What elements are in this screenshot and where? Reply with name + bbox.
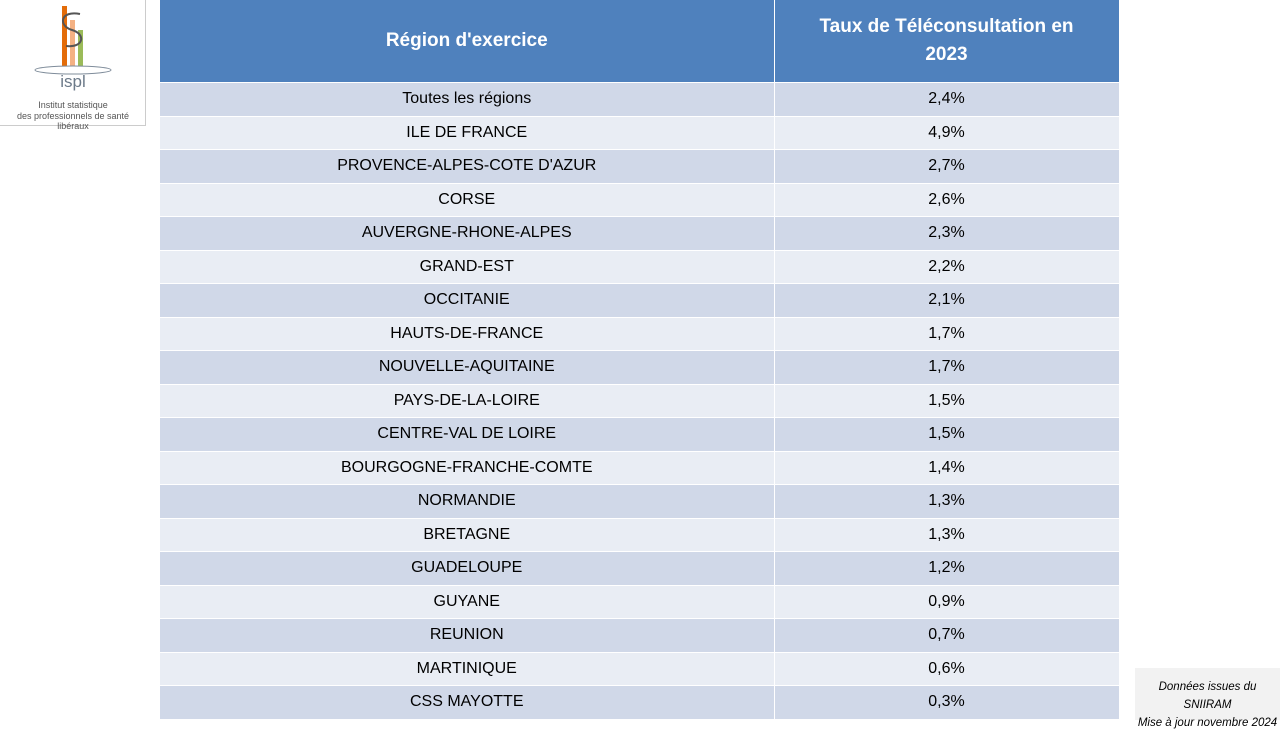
logo-brand: ispl <box>60 72 86 91</box>
table-row: REUNION 0,7% <box>160 618 1120 652</box>
rate-cell: 0,3% <box>774 685 1120 719</box>
region-cell: MARTINIQUE <box>160 651 775 686</box>
table-head: Région d'exercice Taux de Téléconsultati… <box>160 0 1120 83</box>
region-cell: CORSE <box>160 182 775 217</box>
data-table: Région d'exercice Taux de Téléconsultati… <box>160 0 1120 719</box>
table-row: NOUVELLE-AQUITAINE 1,7% <box>160 350 1120 384</box>
table-row: HAUTS-DE-FRANCE 1,7% <box>160 316 1120 351</box>
region-cell: PROVENCE-ALPES-COTE D'AZUR <box>160 149 775 183</box>
note-line: Données issues du SNIIRAM <box>1158 681 1257 711</box>
rate-cell: 2,3% <box>774 216 1120 250</box>
table-row: PAYS-DE-LA-LOIRE 1,5% <box>160 383 1120 418</box>
table-row: Toutes les régions 2,4% <box>160 82 1120 116</box>
region-cell: CSS MAYOTTE <box>160 685 775 719</box>
region-cell: GRAND-EST <box>160 249 775 284</box>
rate-cell: 2,4% <box>774 82 1120 116</box>
table-row: BRETAGNE 1,3% <box>160 517 1120 552</box>
table-row: CENTRE-VAL DE LOIRE 1,5% <box>160 417 1120 451</box>
rate-cell: 1,7% <box>774 350 1120 384</box>
table-row: PROVENCE-ALPES-COTE D'AZUR 2,7% <box>160 149 1120 183</box>
rate-cell: 1,7% <box>774 316 1120 351</box>
rate-cell: 1,5% <box>774 383 1120 418</box>
region-cell: NORMANDIE <box>160 484 775 518</box>
rate-cell: 1,2% <box>774 551 1120 585</box>
table-row: CSS MAYOTTE 0,3% <box>160 685 1120 719</box>
region-cell: GUYANE <box>160 584 775 619</box>
logo-bar <box>78 30 83 66</box>
region-cell: BOURGOGNE-FRANCHE-COMTE <box>160 450 775 485</box>
header-row: Région d'exercice Taux de Téléconsultati… <box>160 0 1120 83</box>
table-row: AUVERGNE-RHONE-ALPES 2,3% <box>160 216 1120 250</box>
rate-cell: 1,4% <box>774 450 1120 485</box>
region-cell: OCCITANIE <box>160 283 775 317</box>
table-row: BOURGOGNE-FRANCHE-COMTE 1,4% <box>160 450 1120 485</box>
rate-cell: 4,9% <box>774 115 1120 150</box>
logo: ispl Institut statistique des profession… <box>0 0 146 131</box>
logo-bar <box>70 20 75 66</box>
rate-cell: 2,7% <box>774 149 1120 183</box>
table-row: GUADELOUPE 1,2% <box>160 551 1120 585</box>
region-cell: REUNION <box>160 618 775 652</box>
header-cell: Taux de Téléconsultation en 2023 <box>774 0 1120 83</box>
rate-cell: 0,7% <box>774 618 1120 652</box>
table-row: GUYANE 0,9% <box>160 584 1120 619</box>
region-cell: ILE DE FRANCE <box>160 115 775 150</box>
region-cell: GUADELOUPE <box>160 551 775 585</box>
region-cell: BRETAGNE <box>160 517 775 552</box>
rate-cell: 2,2% <box>774 249 1120 284</box>
table-row: CORSE 2,6% <box>160 182 1120 217</box>
logo-line: Institut statistique <box>38 100 108 110</box>
region-cell: PAYS-DE-LA-LOIRE <box>160 383 775 418</box>
rate-cell: 0,9% <box>774 584 1120 619</box>
rate-cell: 2,6% <box>774 182 1120 217</box>
table-row: NORMANDIE 1,3% <box>160 484 1120 518</box>
note-line: Mise à jour novembre 2024 <box>1137 717 1278 729</box>
region-cell: CENTRE-VAL DE LOIRE <box>160 417 775 451</box>
rate-cell: 1,5% <box>774 417 1120 451</box>
logo-ring <box>34 65 112 75</box>
header-cell: Région d'exercice <box>160 0 775 83</box>
region-cell: NOUVELLE-AQUITAINE <box>160 350 775 384</box>
table-row: MARTINIQUE 0,6% <box>160 651 1120 686</box>
region-cell: Toutes les régions <box>160 82 775 116</box>
logo-line: des professionnels de santé libéraux <box>16 111 130 131</box>
logo-mark <box>34 6 112 75</box>
source-note: Données issues du SNIIRAM Mise à jour no… <box>1135 668 1280 729</box>
region-cell: HAUTS-DE-FRANCE <box>160 316 775 351</box>
rate-cell: 1,3% <box>774 484 1120 518</box>
rate-cell: 0,6% <box>774 651 1120 686</box>
logo-bar <box>62 6 67 66</box>
table-row: GRAND-EST 2,2% <box>160 249 1120 284</box>
rate-cell: 1,3% <box>774 517 1120 552</box>
table-row: OCCITANIE 2,1% <box>160 283 1120 317</box>
logo-snake <box>62 12 82 48</box>
region-cell: AUVERGNE-RHONE-ALPES <box>160 216 775 250</box>
table-row: ILE DE FRANCE 4,9% <box>160 115 1120 150</box>
rate-cell: 2,1% <box>774 283 1120 317</box>
table-body: Toutes les régions 2,4% ILE DE FRANCE 4,9% P… <box>160 82 1120 719</box>
